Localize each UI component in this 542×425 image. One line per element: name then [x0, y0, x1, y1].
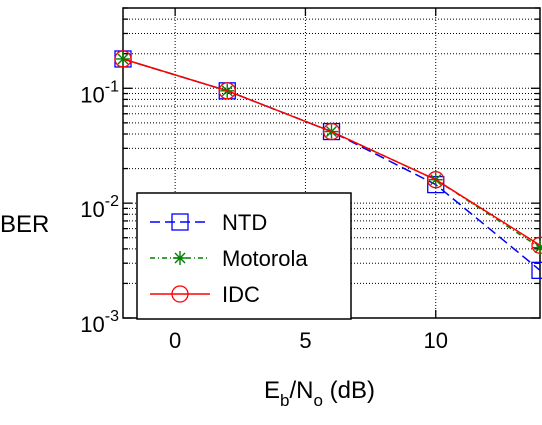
x-axis-label: Eb/No (dB): [264, 377, 375, 410]
legend-label: IDC: [222, 282, 260, 307]
y-tick-label: 10-1: [80, 78, 119, 107]
circle-marker: [171, 285, 189, 303]
square-marker: [171, 213, 189, 231]
star-marker: [533, 240, 542, 255]
x-tick-label: 10: [424, 328, 448, 353]
circle-marker: [218, 82, 236, 100]
circle-marker: [427, 171, 445, 189]
series-line: [122, 58, 541, 271]
y-tick-label: 10-2: [80, 193, 119, 222]
legend-label: NTD: [222, 210, 267, 235]
y-tick-label: 10-3: [80, 308, 119, 337]
y-axis-label: BER: [0, 211, 49, 238]
star-marker: [116, 51, 130, 66]
legend-item-motorola: Motorola: [150, 246, 308, 271]
circle-marker: [322, 122, 341, 141]
series-group: [114, 50, 542, 279]
tick-labels: 0 5 10 10-1 10-2 10-3: [80, 78, 448, 353]
x-tick-label: 5: [299, 328, 311, 353]
x-tick-label: 0: [169, 328, 181, 353]
square-marker: [531, 261, 542, 279]
circle-marker: [531, 236, 542, 254]
series-line: [122, 58, 541, 246]
legend-label: Motorola: [222, 246, 308, 271]
star-marker: [173, 251, 187, 265]
circle-marker: [114, 50, 132, 68]
series-idc: [114, 50, 542, 254]
legend-item-idc: IDC: [150, 282, 260, 307]
legend: NTD Motorola IDC: [136, 192, 352, 320]
legend-item-ntd: NTD: [150, 210, 267, 235]
